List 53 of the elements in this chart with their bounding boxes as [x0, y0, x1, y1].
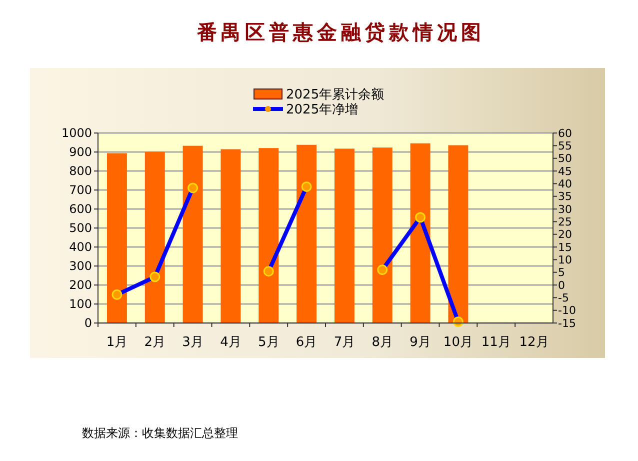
y2-tick-label: 55: [558, 140, 572, 153]
x-tick-label: 1月: [106, 335, 128, 350]
bar: [410, 143, 430, 324]
x-tick-label: 11月: [481, 335, 511, 350]
y-tick-label: 1000: [61, 126, 92, 140]
y-tick-label: 600: [69, 202, 92, 216]
x-tick-label: 8月: [372, 335, 394, 350]
y-tick-label: 100: [69, 297, 92, 312]
y2-tick-label: 30: [558, 202, 572, 216]
chart-title: 番禺区普惠金融贷款情况图: [196, 20, 485, 44]
y2-tick-label: 35: [558, 190, 572, 204]
y-tick-label: 400: [69, 240, 92, 254]
y-tick-label: 900: [69, 145, 92, 160]
x-tick-label: 9月: [410, 335, 431, 350]
bar: [182, 146, 203, 324]
x-tick-label: 3月: [182, 335, 204, 350]
x-tick-label: 7月: [334, 335, 356, 350]
bar: [144, 152, 165, 324]
y2-tick-label: 15: [558, 240, 572, 254]
source-note: 数据来源：收集数据汇总整理: [82, 426, 238, 440]
bar: [106, 153, 127, 324]
y2-tick-label: 5: [558, 266, 565, 280]
y2-tick-label: 0: [558, 278, 565, 292]
y-tick-label: 700: [69, 183, 92, 198]
y-tick-label: 800: [69, 164, 92, 178]
y-tick-label: 0: [84, 316, 92, 330]
bar: [448, 145, 468, 324]
y2-tick-label: -5: [558, 292, 569, 305]
y2-tick-label: -10: [558, 304, 576, 318]
x-tick-label: 12月: [519, 335, 549, 350]
y2-tick-label: 20: [558, 228, 572, 242]
x-tick-label: 5月: [258, 335, 280, 350]
x-tick-label: 6月: [296, 335, 318, 350]
y2-tick-label: 60: [558, 126, 572, 140]
y2-tick-label: 50: [558, 152, 572, 166]
legend-label: 2025年净增: [286, 102, 358, 118]
y2-tick-label: 25: [558, 216, 572, 229]
x-tick-label: 2月: [144, 335, 166, 350]
y2-tick-label: 45: [558, 164, 572, 178]
bar: [296, 144, 317, 324]
x-tick-label: 4月: [220, 335, 242, 350]
bar: [258, 148, 279, 324]
bar: [220, 149, 241, 324]
y2-tick-label: 40: [558, 178, 572, 191]
bar: [372, 148, 392, 324]
legend-label: 2025年累计余额: [286, 88, 384, 103]
y2-tick-label: -15: [558, 316, 576, 330]
y2-tick-label: 10: [558, 254, 572, 267]
x-tick-label: 10月: [443, 335, 473, 350]
y-tick-label: 300: [69, 259, 92, 274]
y-tick-label: 500: [69, 221, 92, 236]
bar: [334, 148, 354, 324]
y-tick-label: 200: [69, 278, 92, 292]
